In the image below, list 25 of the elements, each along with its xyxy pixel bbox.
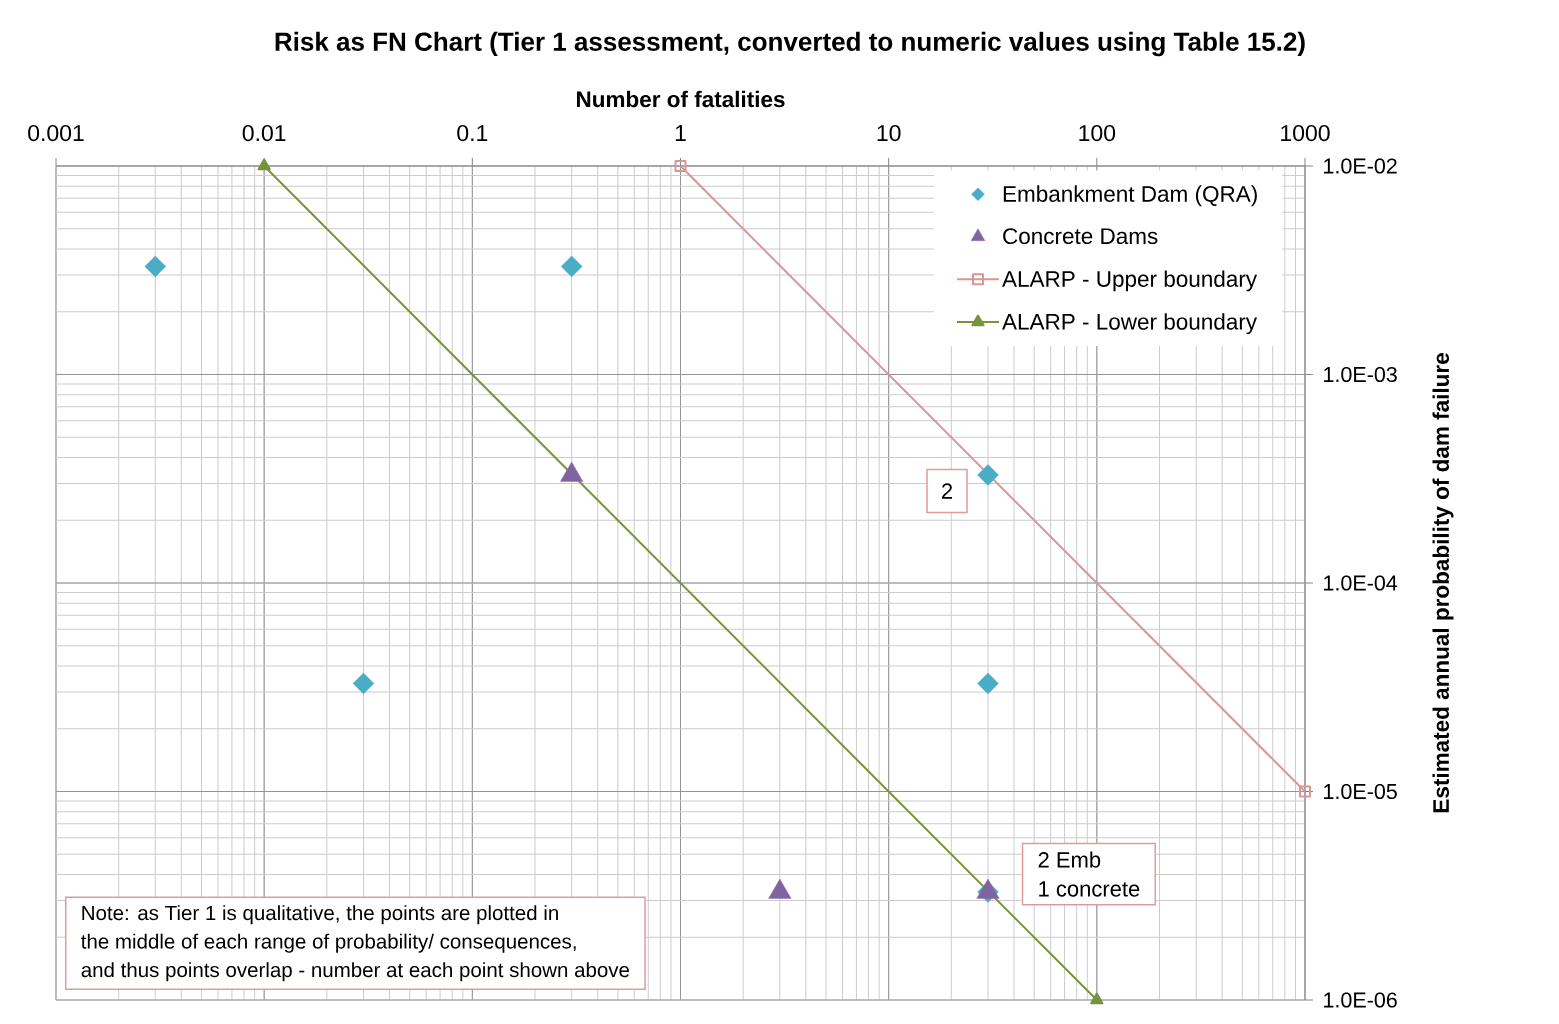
legend-label: Concrete Dams (1003, 228, 1158, 245)
legend-label: ALARP - Lower boundary (1002, 313, 1258, 335)
x-tick-label: 0.1 (457, 124, 488, 142)
y-tick-label: 1.0E-05 (1324, 783, 1397, 800)
y-tick-label: 1.0E-03 (1324, 366, 1397, 383)
y-axis-title: Estimated annual probability of dam failure (1432, 353, 1454, 813)
x-axis-title: Number of fatalities (576, 90, 785, 108)
x-tick-label: 10 (877, 124, 901, 142)
annotation: Note: as Tier 1 is qualitative, the points are plotted in (82, 905, 558, 925)
x-tick-label: 0.01 (242, 124, 286, 142)
annotation: 1 concrete (1039, 881, 1140, 897)
annotation: 2 (942, 483, 953, 499)
annotation: 2 Emb (1038, 851, 1101, 868)
y-tick-label: 1.0E-06 (1324, 992, 1397, 1008)
chart-title: Risk as FN Chart (Tier 1 assessment, converted to numeric values using Table 15.2) (275, 31, 1305, 57)
x-tick-label: 100 (1079, 124, 1116, 142)
legend-label: ALARP - Upper boundary (1002, 270, 1258, 292)
legend-label: Embankment Dam (QRA) (1003, 185, 1257, 207)
y-tick-label: 1.0E-02 (1324, 158, 1397, 174)
annotation: and thus points overlap - number at each point shown above (81, 962, 630, 982)
x-tick-label: 1000 (1281, 124, 1330, 142)
y-tick-label: 1.0E-04 (1324, 575, 1398, 591)
x-tick-label: 0.001 (28, 124, 84, 142)
x-tick-label: 1 (675, 125, 686, 141)
annotation: the middle of each range of probability/ consequences, (81, 933, 576, 953)
